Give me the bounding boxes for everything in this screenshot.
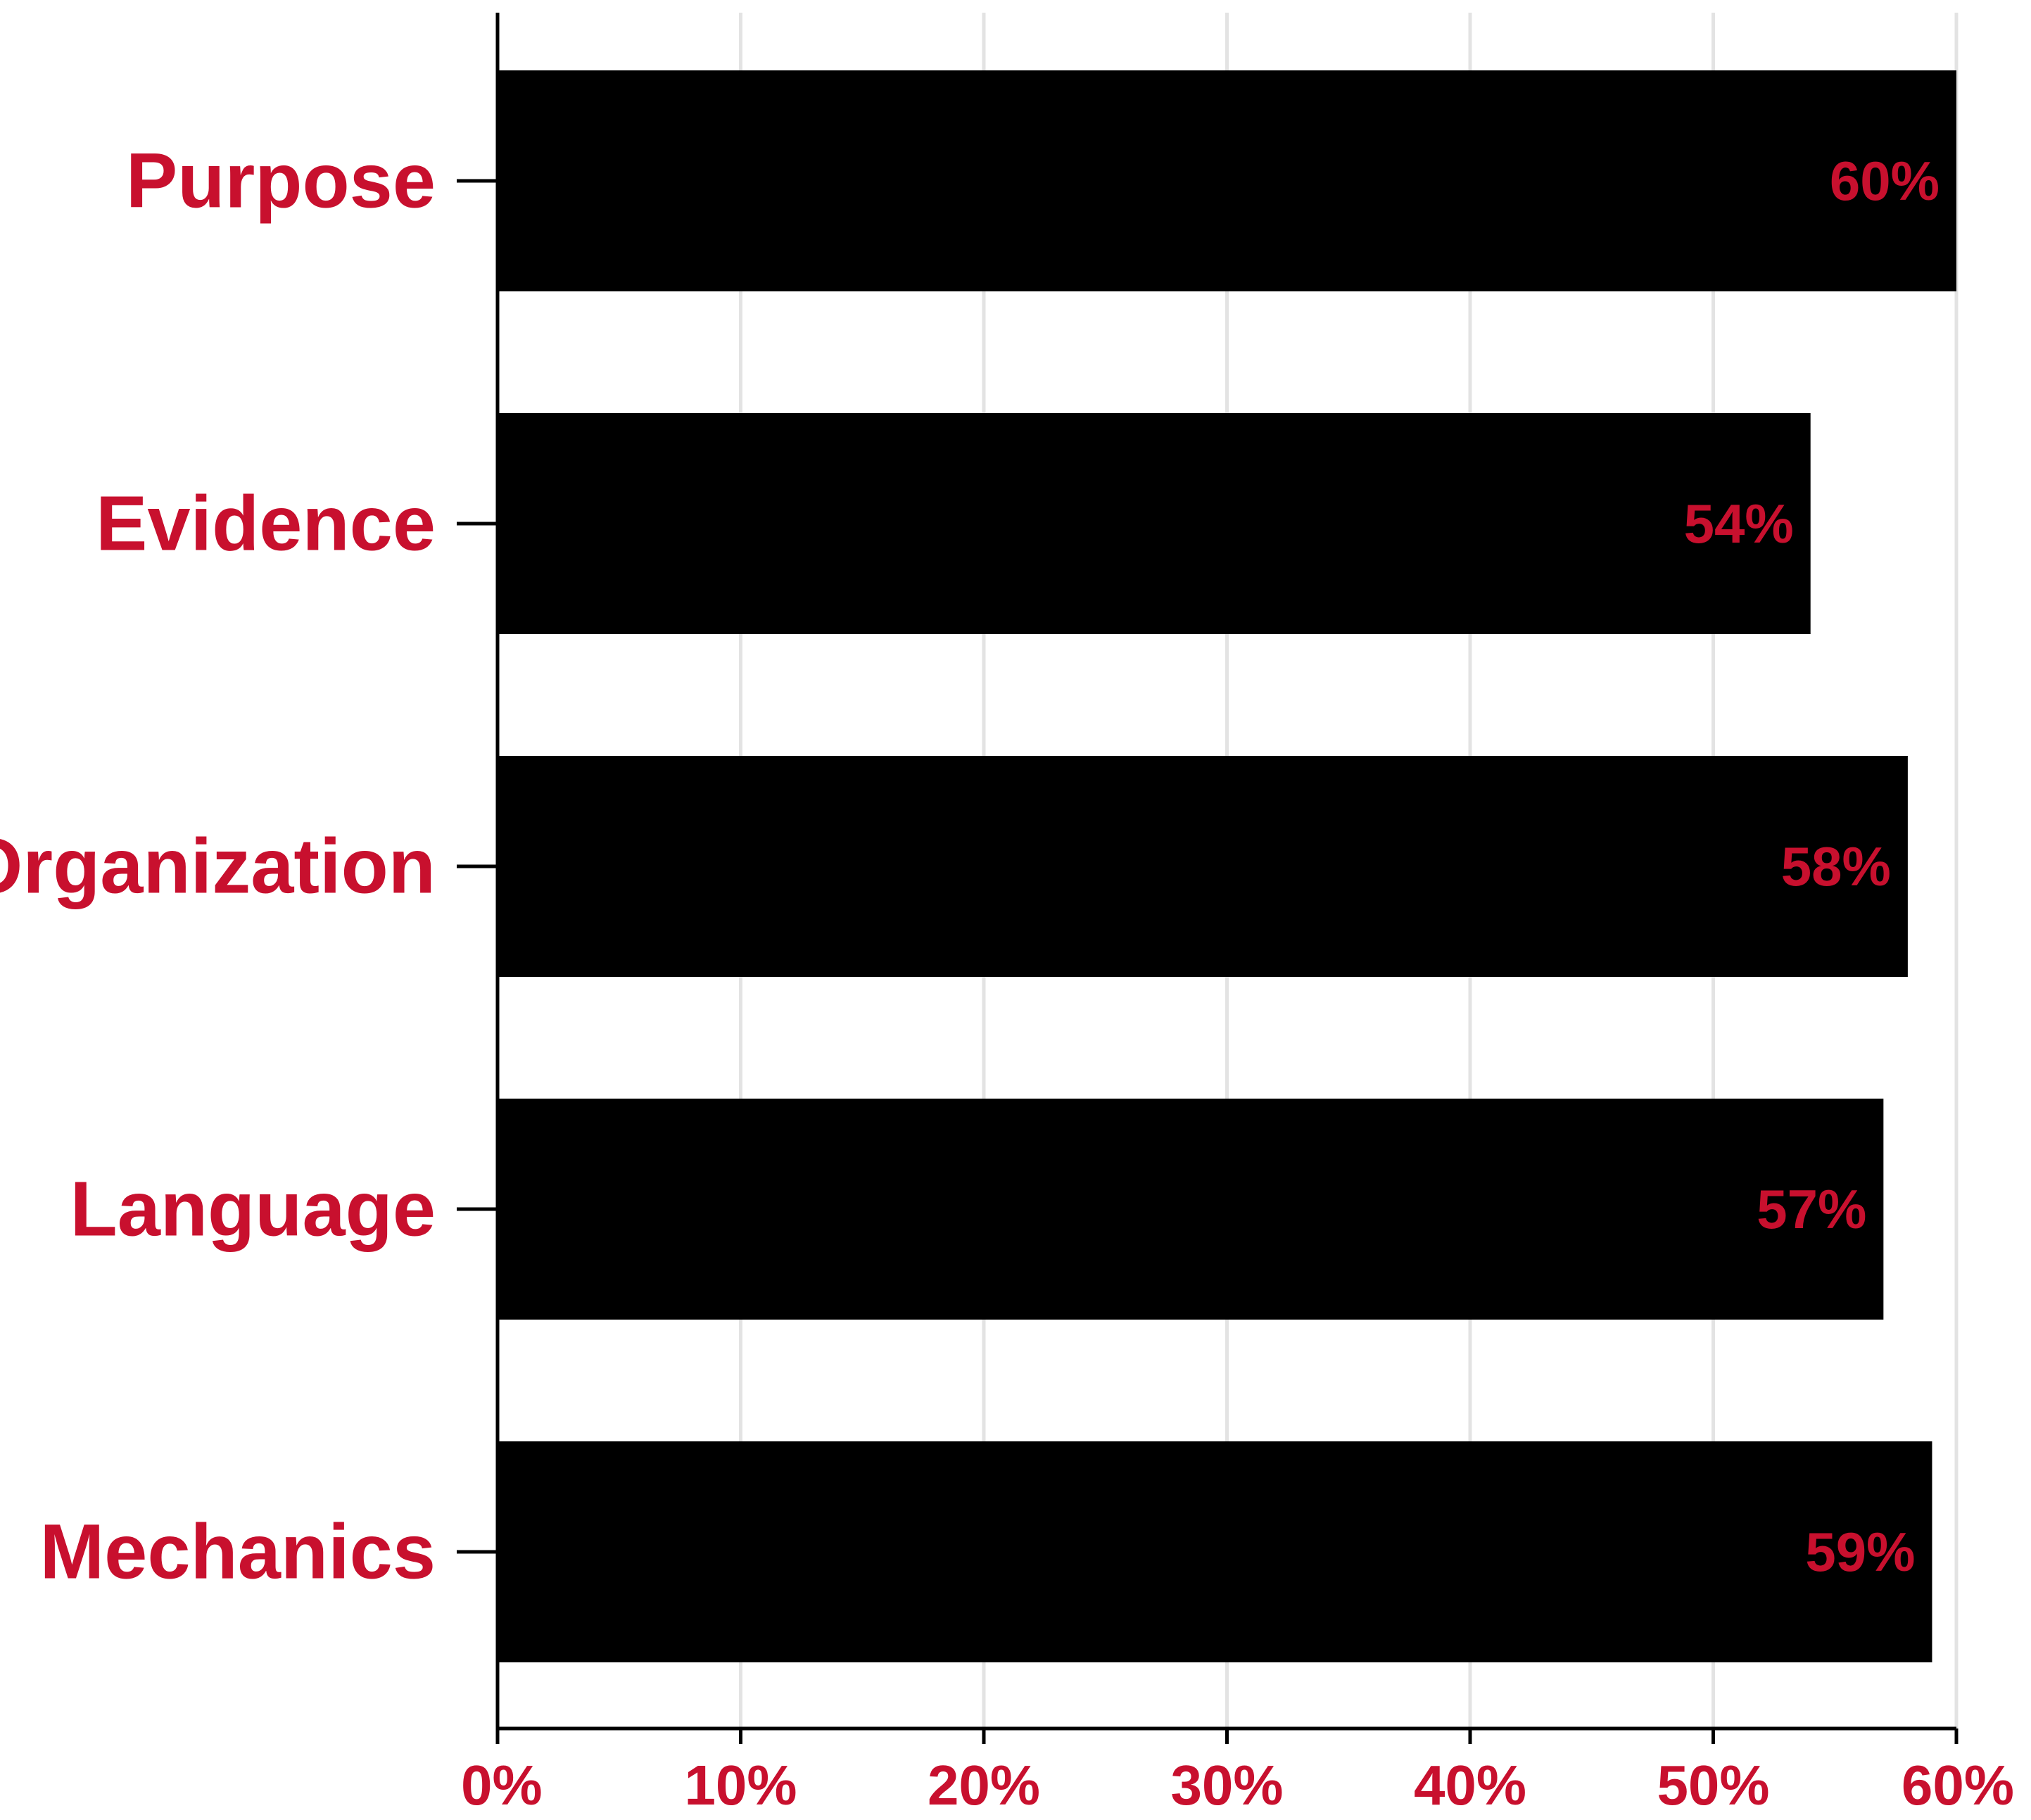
x-tick-label: 20% bbox=[928, 1754, 1040, 1816]
x-tick-label: 30% bbox=[1170, 1754, 1283, 1816]
data-label: 59% bbox=[1805, 1521, 1915, 1583]
bar bbox=[498, 70, 1956, 291]
axes bbox=[457, 13, 1959, 1744]
bar bbox=[498, 1441, 1932, 1662]
x-tick-label: 0% bbox=[461, 1754, 543, 1816]
data-label: 58% bbox=[1781, 835, 1891, 897]
bar bbox=[498, 413, 1811, 634]
category-label: Language bbox=[70, 1166, 436, 1253]
bars bbox=[498, 70, 1956, 1662]
x-tick-label: 50% bbox=[1657, 1754, 1769, 1816]
x-tick-label: 40% bbox=[1414, 1754, 1526, 1816]
data-label: 57% bbox=[1757, 1178, 1866, 1240]
category-label: Evidence bbox=[96, 481, 436, 567]
data-label: 60% bbox=[1830, 150, 1940, 212]
category-label: Purpose bbox=[126, 138, 436, 225]
x-tick-label: 10% bbox=[684, 1754, 797, 1816]
bar bbox=[498, 756, 1908, 977]
bar bbox=[498, 1099, 1884, 1320]
x-tick-label: 60% bbox=[1902, 1754, 2014, 1816]
data-label: 54% bbox=[1684, 493, 1794, 555]
labels: Purpose 60% Evidence 54% Organization 58% Lang… bbox=[0, 138, 2014, 1817]
category-label: Organization bbox=[0, 823, 436, 910]
category-label: Mechanics bbox=[40, 1509, 436, 1595]
